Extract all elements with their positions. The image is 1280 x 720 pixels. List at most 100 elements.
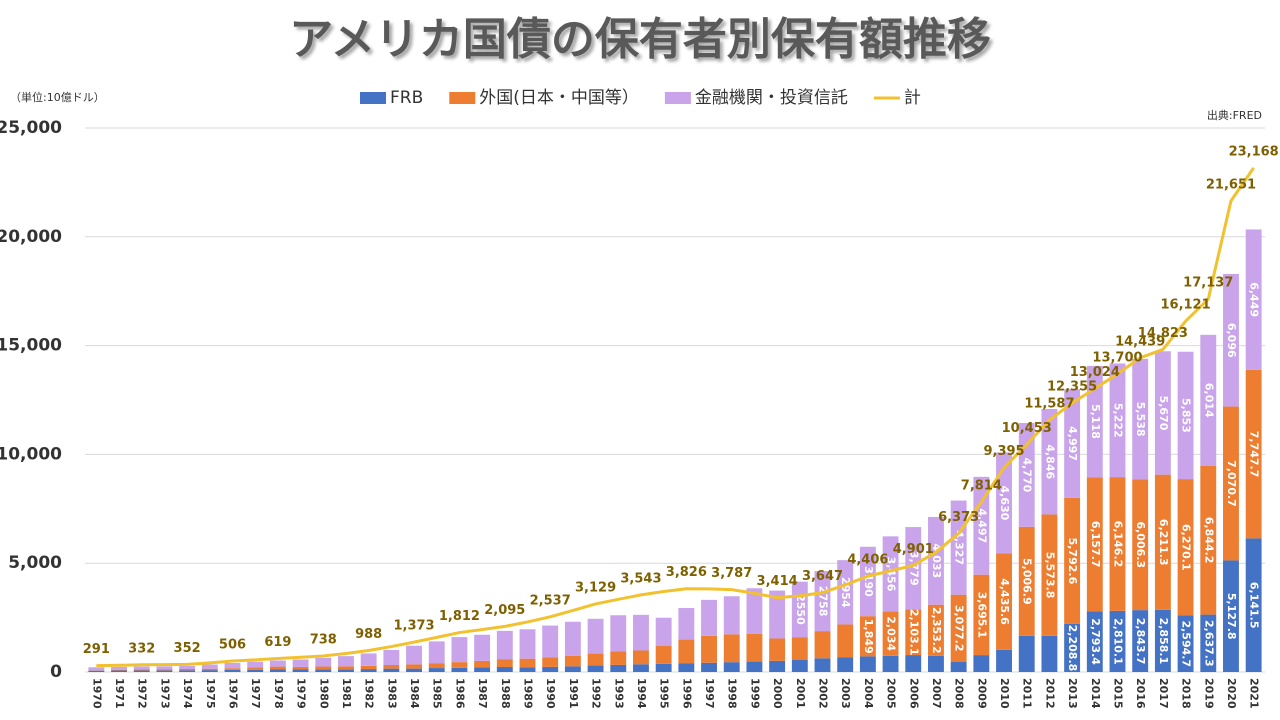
bar-segment — [224, 669, 241, 672]
bar-segment — [338, 666, 354, 670]
bar-segment — [247, 661, 264, 668]
bar-value-label: 6,006.3 — [1134, 521, 1147, 568]
line-value-label: 12,355 — [1047, 380, 1097, 395]
bar-segment — [224, 668, 241, 670]
bar-segment — [859, 616, 876, 657]
bar-segment — [950, 500, 967, 595]
bar-segment — [88, 670, 105, 672]
line-value-label: 738 — [310, 632, 337, 647]
bar-segment — [746, 661, 763, 672]
bar-segment — [315, 669, 332, 672]
bar-value-label: 5,006.9 — [1021, 558, 1034, 605]
bar-segment — [292, 659, 309, 667]
bar-value-label: 5,538 — [1134, 402, 1147, 437]
bar-segment — [111, 669, 127, 671]
bar-value-label: 2550 — [794, 594, 807, 625]
line-value-label: 1,812 — [439, 609, 480, 624]
bar-segment — [882, 536, 899, 612]
line-value-label: 352 — [174, 641, 201, 656]
bar-segment — [1177, 479, 1194, 616]
x-tick-label: 1986 — [453, 678, 466, 709]
bar-segment — [542, 625, 559, 658]
bar-segment — [701, 635, 717, 663]
x-tick-label: 1975 — [204, 678, 217, 709]
bar-segment — [1109, 610, 1126, 672]
bar-value-label: 3,779 — [907, 551, 920, 586]
bar-segment — [564, 655, 581, 667]
line-value-label: 23,168 — [1229, 144, 1279, 159]
bar-segment — [519, 629, 536, 659]
x-tick-label: 1998 — [726, 678, 739, 709]
x-tick-label: 1997 — [703, 678, 716, 709]
legend-swatch — [360, 92, 386, 104]
bar-segment — [587, 653, 604, 666]
bar-value-label: 4,770 — [1021, 458, 1034, 493]
bar-segment — [428, 663, 445, 669]
bar-segment — [1064, 623, 1081, 672]
x-tick-label: 2002 — [817, 678, 830, 709]
bar-segment — [133, 666, 150, 670]
x-tick-label: 1984 — [408, 678, 421, 709]
x-tick-label: 1976 — [227, 678, 240, 709]
bar-segment — [1154, 609, 1171, 672]
bar-segment — [315, 657, 332, 667]
bar-segment — [1041, 409, 1058, 515]
line-value-label: 988 — [355, 627, 382, 642]
x-tick-label: 1990 — [544, 678, 557, 709]
x-tick-label: 1999 — [748, 678, 761, 709]
bar-value-label: 2,353.2 — [930, 607, 943, 654]
x-tick-label: 1989 — [522, 678, 535, 709]
bar-segment — [1200, 334, 1217, 466]
bar-segment — [587, 618, 604, 654]
bar-segment — [1245, 538, 1262, 672]
line-value-label: 4,406 — [847, 553, 888, 568]
bar-value-label: 6,014 — [1202, 383, 1215, 418]
legend-label: 外国(日本・中国等） — [479, 88, 639, 108]
bar-segment — [859, 656, 876, 672]
bar-value-label: 6,157.7 — [1089, 521, 1102, 568]
x-tick-label: 2004 — [862, 678, 875, 709]
x-tick-label: 1972 — [136, 678, 149, 709]
bar-segment — [655, 646, 672, 664]
bar-segment — [655, 617, 672, 647]
bar-segment — [88, 667, 105, 671]
bar-segment — [201, 664, 218, 669]
x-tick-label: 2011 — [1021, 678, 1034, 709]
bar-segment — [360, 653, 377, 666]
y-tick-label: 25,000 — [0, 118, 62, 138]
bar-segment — [973, 574, 990, 656]
bar-segment — [950, 594, 967, 662]
x-tick-label: 1991 — [567, 678, 580, 709]
bar-segment — [1154, 474, 1171, 610]
bar-segment — [746, 588, 763, 634]
bar-segment — [383, 668, 400, 672]
x-tick-label: 1974 — [181, 678, 194, 709]
line-value-label: 619 — [264, 635, 291, 650]
bar-segment — [837, 560, 854, 625]
bar-segment — [837, 657, 854, 672]
bar-value-label: 4,435.6 — [998, 578, 1011, 625]
bar-segment — [564, 621, 581, 656]
line-value-label: 2,095 — [484, 603, 525, 618]
line-value-label: 11,587 — [1024, 396, 1074, 411]
bar-segment — [1086, 611, 1103, 672]
bar-value-label: 2,208.8 — [1066, 625, 1079, 672]
bar-segment — [1177, 615, 1194, 672]
bar-value-label: 6,270.1 — [1180, 524, 1193, 571]
bar-value-label: 2,858.1 — [1157, 618, 1170, 665]
bar-value-label: 5,853 — [1180, 398, 1193, 433]
bar-segment — [882, 611, 899, 656]
bar-segment — [1041, 635, 1058, 672]
bar-segment — [859, 546, 876, 617]
x-tick-label: 2017 — [1157, 678, 1170, 709]
y-tick-label: 20,000 — [0, 227, 62, 247]
bar-segment — [1245, 229, 1262, 370]
bar-value-label: 3,077.2 — [953, 605, 966, 652]
bar-segment — [269, 669, 286, 672]
bar-segment — [338, 656, 354, 667]
bar-segment — [156, 666, 173, 670]
bar-segment — [1132, 610, 1149, 672]
x-tick-label: 2015 — [1112, 678, 1125, 709]
bar-value-label: 3,456 — [885, 557, 898, 592]
bar-segment — [678, 608, 695, 640]
